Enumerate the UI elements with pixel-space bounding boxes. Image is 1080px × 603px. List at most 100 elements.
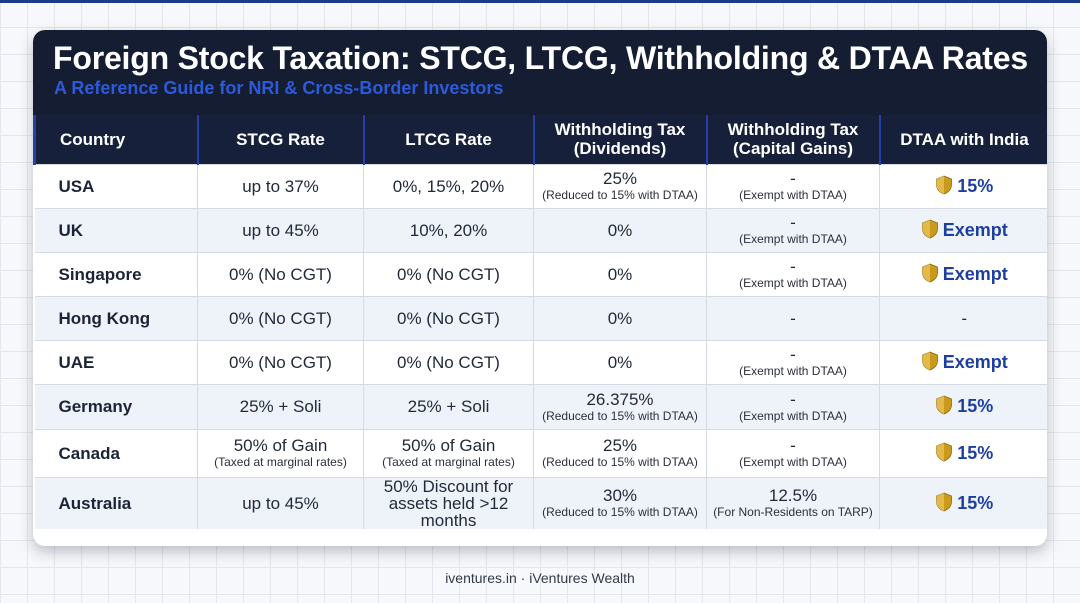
shield-icon — [935, 442, 953, 465]
dtaa-cell: 15% — [879, 163, 1047, 208]
dtaa-value: Exempt — [942, 219, 1008, 240]
wht-dividends-cell: 0% — [533, 251, 707, 296]
stcg-cell: 0% (No CGT) — [197, 251, 364, 296]
cell-note: (Exempt with DTAA) — [739, 232, 847, 246]
wht-dividends-cell: 0% — [533, 295, 707, 340]
ltcg-cell: 25% + Soli — [363, 383, 534, 429]
cell-value: 0% (No CGT) — [397, 264, 500, 284]
wht-dividends-cell: 30% (Reduced to 15% with DTAA) — [533, 476, 707, 529]
cell-value: 50% Discount for assets held >12 months — [383, 476, 514, 530]
cell-value: - — [790, 257, 796, 276]
dtaa-value: 15% — [957, 492, 994, 513]
wht-capital-gains-cell: - (Exempt with DTAA) — [706, 383, 880, 429]
dtaa-cell: 15% — [879, 476, 1047, 529]
cell-note: (Taxed at marginal rates) — [382, 455, 515, 469]
dtaa-value: 15% — [957, 396, 994, 416]
table-header-row: Country STCG Rate LTCG Rate Withholding … — [33, 115, 1047, 164]
country-cell: Singapore — [34, 251, 198, 296]
cell-note: (For Non-Residents on TARP) — [713, 505, 873, 519]
cell-value: up to 45% — [242, 493, 319, 513]
cell-value: 0% — [607, 220, 633, 240]
column-header-wht-capital-gains: Withholding Tax (Capital Gains) — [705, 115, 880, 164]
footer-credit: iventures.in · iVentures Wealth — [445, 570, 635, 586]
dtaa-cell: - — [879, 295, 1047, 340]
wht-dividends-cell: 25% (Reduced to 15% with DTAA) — [533, 428, 707, 477]
dtaa-value: 15% — [957, 175, 994, 196]
table-row: USA up to 37% 0%, 15%, 20% 25% (Reduced to 1… — [34, 163, 1047, 208]
table-row: Australia up to 45% 50% Discount for asset… — [34, 476, 1047, 530]
cell-value: 25% — [602, 436, 638, 455]
column-header-country: Country — [33, 115, 198, 164]
dtaa-cell: Exempt — [879, 339, 1047, 384]
wht-capital-gains-cell: - — [706, 295, 880, 340]
stcg-cell: 25% + Soli — [197, 383, 364, 429]
column-header-stcg: STCG Rate — [196, 115, 364, 164]
dtaa-value: - — [961, 308, 968, 328]
stcg-cell: up to 37% — [197, 163, 364, 208]
cell-note: (Reduced to 15% with DTAA) — [542, 408, 698, 423]
dtaa-value: Exempt — [942, 263, 1008, 284]
cell-value: up to 37% — [242, 176, 319, 196]
cell-value: - — [790, 436, 796, 455]
cell-note: (Exempt with DTAA) — [739, 188, 847, 202]
cell-value: - — [790, 213, 796, 232]
shield-icon — [935, 492, 953, 515]
tax-table-card: Foreign Stock Taxation: STCG, LTCG, With… — [33, 30, 1047, 546]
dtaa-cell: 15% — [879, 383, 1047, 429]
cell-note: (Reduced to 15% with DTAA) — [542, 188, 698, 202]
card-header: Foreign Stock Taxation: STCG, LTCG, With… — [33, 30, 1047, 115]
page-title: Foreign Stock Taxation: STCG, LTCG, With… — [53, 40, 1028, 76]
cell-note: (Exempt with DTAA) — [739, 364, 847, 378]
cell-value: - — [790, 169, 796, 188]
ltcg-cell: 0%, 15%, 20% — [363, 163, 534, 208]
wht-capital-gains-cell: - (Exempt with DTAA) — [706, 339, 880, 384]
ltcg-cell: 0% (No CGT) — [363, 339, 534, 384]
column-header-dtaa: DTAA with India — [878, 115, 1047, 164]
dtaa-cell: 15% — [879, 428, 1047, 477]
shield-icon — [921, 263, 939, 286]
wht-capital-gains-cell: - (Exempt with DTAA) — [706, 251, 880, 296]
wht-dividends-cell: 25% (Reduced to 15% with DTAA) — [533, 163, 707, 208]
wht-capital-gains-cell: - (Exempt with DTAA) — [706, 207, 880, 252]
top-accent-line — [0, 0, 1080, 3]
cell-value: 0% (No CGT) — [397, 352, 500, 372]
shield-icon — [921, 351, 939, 374]
table-row: UK up to 45% 10%, 20% 0% - (Exempt with DTAA)… — [34, 207, 1047, 252]
country-cell: UK — [34, 207, 198, 252]
table-body: USA up to 37% 0%, 15%, 20% 25% (Reduced to 1… — [34, 163, 1047, 530]
wht-dividends-cell: 0% — [533, 207, 707, 252]
stcg-cell: 0% (No CGT) — [197, 339, 364, 384]
country-cell: Hong Kong — [34, 295, 198, 340]
cell-value: 25% + Soli — [239, 397, 322, 416]
cell-value: 0% — [607, 264, 633, 284]
cell-value: up to 45% — [242, 220, 319, 240]
cell-value: - — [790, 308, 796, 328]
country-cell: Australia — [34, 476, 198, 529]
wht-capital-gains-cell: - (Exempt with DTAA) — [706, 428, 880, 477]
ltcg-cell: 10%, 20% — [363, 207, 534, 252]
stcg-cell: up to 45% — [197, 207, 364, 252]
tax-rates-table: Country STCG Rate LTCG Rate Withholding … — [33, 115, 1047, 529]
wht-dividends-cell: 0% — [533, 339, 707, 384]
stcg-cell: up to 45% — [197, 476, 364, 529]
cell-value: 25% + Soli — [407, 397, 490, 416]
ltcg-cell: 0% (No CGT) — [363, 295, 534, 340]
cell-value: 0% (No CGT) — [229, 352, 332, 372]
cell-note: (Taxed at marginal rates) — [214, 455, 347, 469]
cell-value: - — [790, 389, 796, 409]
shield-icon — [935, 395, 953, 418]
table-row: Germany 25% + Soli 25% + Soli 26.375% (Reduc… — [34, 383, 1047, 429]
table-row: Hong Kong 0% (No CGT) 0% (No CGT) 0% - - — [34, 295, 1047, 340]
cell-note: (Exempt with DTAA) — [739, 276, 847, 290]
column-header-wht-dividends: Withholding Tax (Dividends) — [532, 115, 707, 164]
dtaa-cell: Exempt — [879, 251, 1047, 296]
cell-value: 0% — [607, 352, 633, 372]
wht-dividends-cell: 26.375% (Reduced to 15% with DTAA) — [533, 383, 707, 429]
stcg-cell: 50% of Gain (Taxed at marginal rates) — [197, 428, 364, 477]
cell-value: 25% — [602, 169, 638, 188]
cell-value: 0% (No CGT) — [397, 308, 500, 328]
country-cell: Canada — [34, 428, 198, 477]
cell-value: 0% — [607, 308, 633, 328]
table-row: UAE 0% (No CGT) 0% (No CGT) 0% - (Exempt with… — [34, 339, 1047, 384]
dtaa-value: 15% — [957, 442, 994, 463]
